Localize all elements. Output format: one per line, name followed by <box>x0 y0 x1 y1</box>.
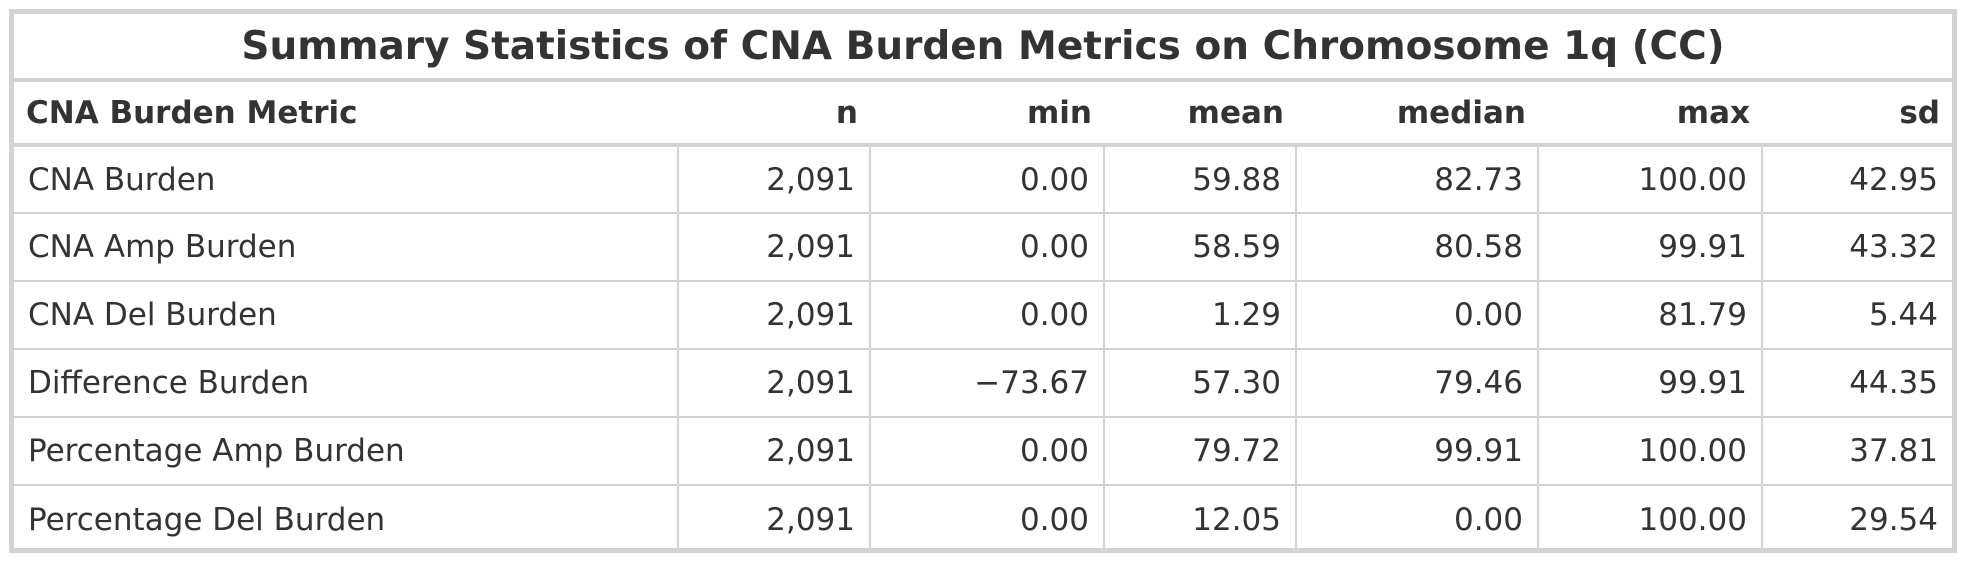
min-cell: −73.67 <box>869 349 1104 418</box>
mean-cell: 1.29 <box>1103 281 1296 350</box>
mean-cell: 58.59 <box>1103 213 1296 282</box>
metric-cell: CNA Amp Burden <box>14 213 678 282</box>
min-cell: 0.00 <box>869 145 1104 214</box>
summary-table-frame: Summary Statistics of CNA Burden Metrics… <box>9 9 1957 553</box>
column-header-sd: sd <box>1762 82 1952 147</box>
sd-cell: 29.54 <box>1761 485 1952 553</box>
n-cell: 2,091 <box>677 417 870 486</box>
n-cell: 2,091 <box>677 485 870 553</box>
metric-cell: Percentage Amp Burden <box>14 417 678 486</box>
table-row: CNA Del Burden 2,091 0.00 1.29 0.00 81.7… <box>14 281 1952 350</box>
n-cell: 2,091 <box>677 213 870 282</box>
sd-cell: 5.44 <box>1761 281 1952 350</box>
metric-cell: Percentage Del Burden <box>28 501 386 538</box>
column-header-metric: CNA Burden Metric <box>14 82 678 147</box>
table-row: CNA Amp Burden 2,091 0.00 58.59 80.58 99… <box>14 213 1952 282</box>
max-cell: 100.00 <box>1537 485 1762 553</box>
sd-cell: 44.35 <box>1761 349 1952 418</box>
sd-cell: 43.32 <box>1761 213 1952 282</box>
max-cell: 81.79 <box>1537 281 1762 350</box>
table-row: CNA Burden 2,091 0.00 59.88 82.73 100.00… <box>14 145 1952 214</box>
table-title: Summary Statistics of CNA Burden Metrics… <box>14 14 1952 82</box>
min-cell: 0.00 <box>869 417 1104 486</box>
metric-cell: CNA Del Burden <box>14 281 678 350</box>
metric-cell: Difference Burden <box>14 349 678 418</box>
median-cell: 80.58 <box>1295 213 1538 282</box>
mean-cell: 59.88 <box>1103 145 1296 214</box>
table-row: Percentage Amp Burden 2,091 0.00 79.72 9… <box>14 417 1952 486</box>
table-row: Percentage Del Burden 2,091 0.00 12.05 0… <box>14 485 1952 553</box>
median-cell: 79.46 <box>1295 349 1538 418</box>
column-header-max: max <box>1538 82 1762 147</box>
max-cell: 99.91 <box>1537 349 1762 418</box>
n-cell: 2,091 <box>677 281 870 350</box>
sd-cell: 42.95 <box>1761 145 1952 214</box>
median-cell: 0.00 <box>1295 485 1538 553</box>
median-cell: 82.73 <box>1295 145 1538 214</box>
median-cell: 0.00 <box>1295 281 1538 350</box>
column-header-median: median <box>1296 82 1538 147</box>
max-cell: 99.91 <box>1537 213 1762 282</box>
max-cell: 100.00 <box>1537 145 1762 214</box>
min-cell: 0.00 <box>869 213 1104 282</box>
metric-cell: CNA Burden <box>14 145 678 214</box>
column-header-min: min <box>870 82 1104 147</box>
column-header-n: n <box>678 82 870 147</box>
table-row: Difference Burden 2,091 −73.67 57.30 79.… <box>14 349 1952 418</box>
min-cell: 0.00 <box>869 281 1104 350</box>
median-cell: 99.91 <box>1295 417 1538 486</box>
summary-table: CNA Burden Metric n min mean median max … <box>14 82 1952 553</box>
min-cell: 0.00 <box>869 485 1104 553</box>
n-cell: 2,091 <box>677 349 870 418</box>
mean-cell: 79.72 <box>1103 417 1296 486</box>
column-header-mean: mean <box>1104 82 1296 147</box>
n-cell: 2,091 <box>677 145 870 214</box>
max-cell: 100.00 <box>1537 417 1762 486</box>
mean-cell: 12.05 <box>1103 485 1296 553</box>
header-row: CNA Burden Metric n min mean median max … <box>14 82 1952 147</box>
sd-cell: 37.81 <box>1761 417 1952 486</box>
mean-cell: 57.30 <box>1103 349 1296 418</box>
